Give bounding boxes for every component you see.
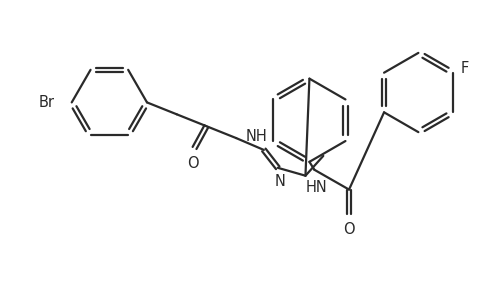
Text: O: O (343, 222, 355, 237)
Text: NH: NH (246, 128, 268, 144)
Text: Br: Br (39, 95, 55, 110)
Text: O: O (186, 156, 198, 171)
Text: HN: HN (306, 180, 327, 195)
Text: N: N (274, 174, 285, 189)
Text: F: F (460, 61, 469, 76)
